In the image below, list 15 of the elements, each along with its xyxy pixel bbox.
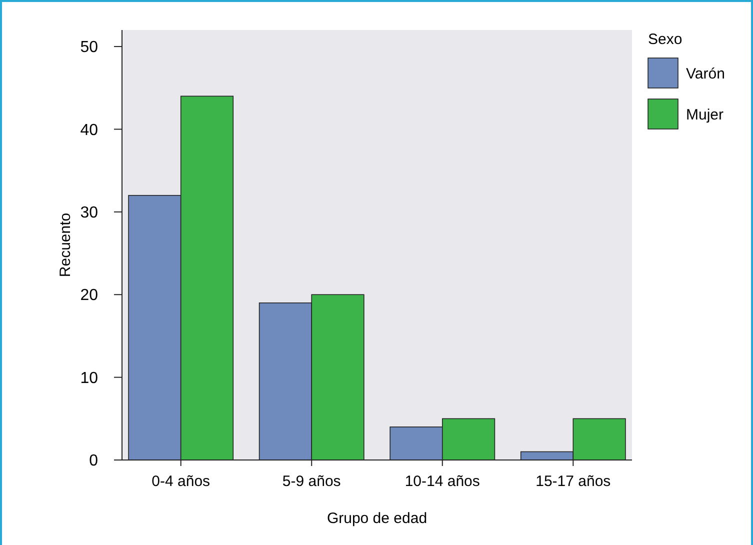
y-tick-label: 10 — [80, 370, 98, 387]
x-tick-label: 15-17 años — [536, 473, 611, 490]
x-tick-label: 5-9 años — [282, 473, 341, 490]
x-tick-label: 10-14 años — [404, 473, 480, 490]
y-tick-label: 20 — [80, 287, 98, 304]
legend-label: Mujer — [686, 106, 724, 124]
legend-label: Varón — [686, 65, 725, 82]
y-axis-title: Recuento — [57, 212, 74, 278]
legend-title: Sexo — [648, 31, 682, 48]
x-tick-label: 0-4 años — [152, 473, 210, 490]
y-tick-label: 40 — [80, 122, 98, 139]
x-axis-title: Grupo de edad — [326, 510, 428, 527]
y-tick-label: 50 — [80, 39, 98, 56]
y-tick-label: 30 — [80, 204, 98, 222]
y-tick-label: 0 — [89, 452, 98, 470]
